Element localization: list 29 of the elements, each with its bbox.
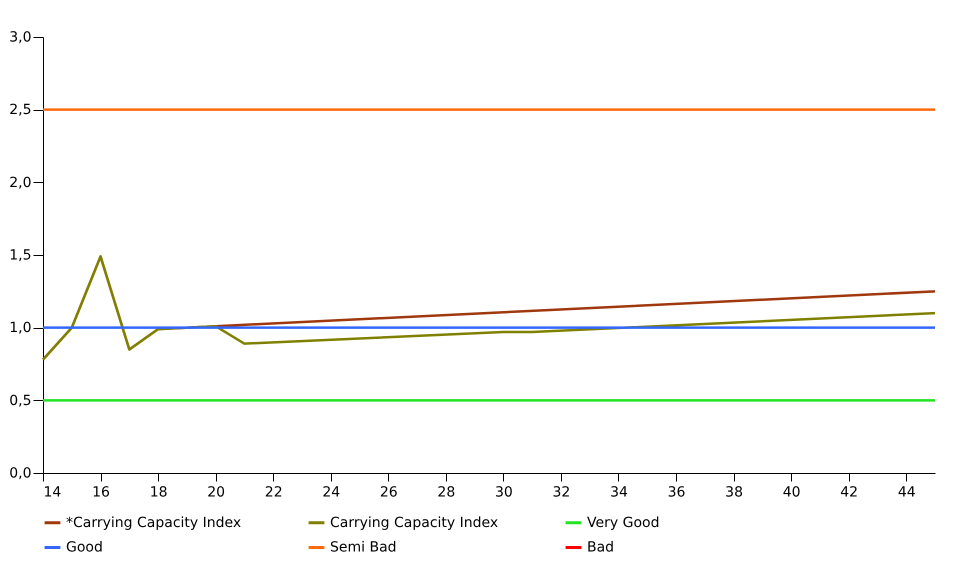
x-tick-label: 36 [668,484,686,500]
x-tick-label: 34 [610,484,628,500]
x-tick-label: 20 [207,484,226,500]
legend-label: Bad [587,540,614,556]
y-tick-label: 0,5 [9,392,32,409]
x-tick-label: 26 [380,484,398,500]
x-tick-label: 18 [150,484,168,500]
x-tick-label: 28 [437,484,456,500]
x-tick-label: 38 [725,484,743,500]
legend-label: *Carrying Capacity Index [66,514,242,531]
y-tick-label: 3,0 [9,30,32,46]
legend-label: Carrying Capacity Index [330,514,498,531]
legend-label: Very Good [587,514,660,531]
y-tick-label: 2,0 [9,174,32,191]
x-tick-label: 40 [782,484,801,500]
legend-label: Semi Bad [330,540,397,556]
x-tick-label: 14 [44,484,62,500]
x-tick-label: 16 [92,484,110,500]
y-tick-label: 0,0 [9,466,32,482]
x-tick-label: 32 [552,484,570,500]
y-tick-label: 1,5 [9,248,32,264]
x-tick-label: 44 [898,484,916,500]
y-tick-label: 1,0 [9,320,32,336]
x-tick-label: 22 [264,484,283,500]
legend-label: Good [66,540,103,556]
x-tick-label: 42 [840,484,858,500]
x-tick-label: 24 [322,484,340,500]
x-tick-label: 30 [494,484,513,500]
y-tick-label: 2,5 [9,102,32,118]
